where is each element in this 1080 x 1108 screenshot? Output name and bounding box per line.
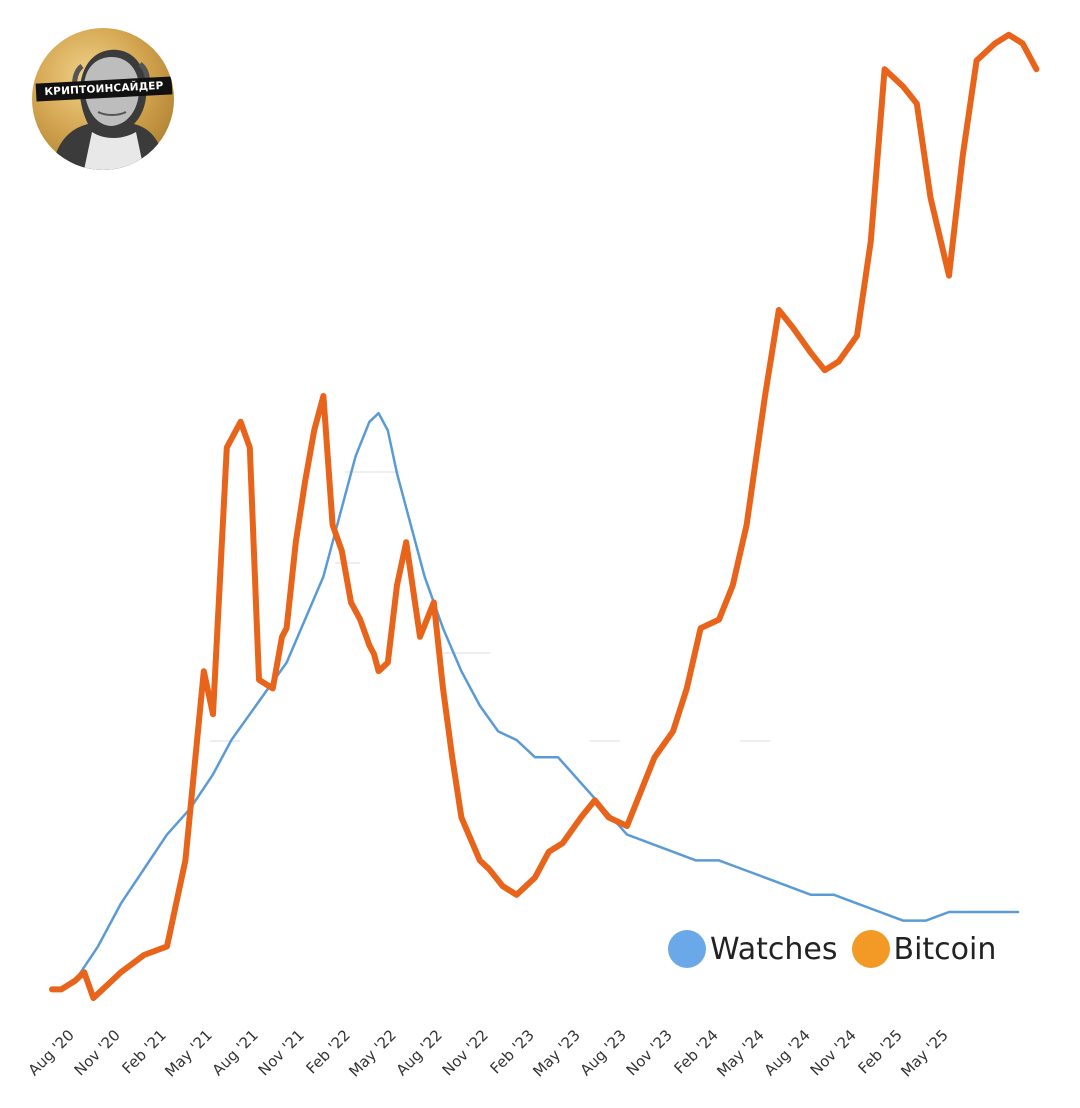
series-group — [49, 31, 1040, 1001]
legend-item-watches: Watches — [668, 930, 838, 968]
x-tick-label: Nov '22 — [439, 1026, 492, 1079]
x-tick-label: Nov '24 — [807, 1026, 860, 1079]
legend-label-watches: Watches — [710, 931, 838, 967]
legend-swatch-watches — [668, 930, 706, 968]
legend: Watches Bitcoin — [668, 930, 1010, 968]
series-line-bitcoin — [49, 31, 1040, 1001]
x-tick-label: May '22 — [345, 1026, 399, 1080]
x-tick-label: Aug '21 — [209, 1026, 262, 1079]
series-line-watches — [73, 411, 1020, 983]
legend-swatch-bitcoin — [851, 930, 890, 968]
x-tick-label: Nov '21 — [255, 1026, 308, 1079]
x-tick-label: May '25 — [897, 1026, 951, 1080]
x-tick-label: May '23 — [529, 1026, 583, 1080]
x-tick-label: Aug '20 — [25, 1026, 78, 1079]
brand-badge: КРИПТОИНСАЙДЕР — [32, 28, 174, 170]
legend-label-bitcoin: Bitcoin — [893, 931, 997, 967]
x-tick-label: Aug '22 — [393, 1026, 446, 1079]
x-tick-label: Aug '24 — [761, 1026, 814, 1079]
x-tick-label: Nov '23 — [623, 1026, 676, 1079]
legend-item-bitcoin: Bitcoin — [851, 930, 997, 968]
x-tick-label: Nov '20 — [71, 1026, 124, 1079]
x-tick-label: May '21 — [161, 1026, 215, 1080]
x-tick-label: Aug '23 — [577, 1026, 630, 1079]
x-tick-label: May '24 — [713, 1026, 767, 1080]
grid-lines — [210, 471, 770, 742]
